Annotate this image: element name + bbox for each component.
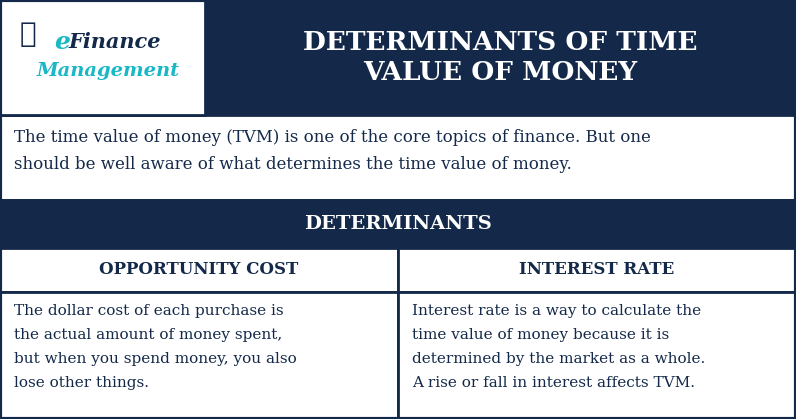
- Bar: [0, 0, 796, 115]
- Text: DETERMINANTS: DETERMINANTS: [304, 215, 492, 233]
- Text: OPPORTUNITY COST: OPPORTUNITY COST: [100, 261, 298, 279]
- Bar: [398, 248, 796, 292]
- Text: 🎓: 🎓: [20, 20, 37, 48]
- Text: DETERMINANTS OF TIME
VALUE OF MONEY: DETERMINANTS OF TIME VALUE OF MONEY: [303, 31, 698, 85]
- Text: e: e: [54, 30, 70, 54]
- Bar: [0, 248, 398, 292]
- Text: Management: Management: [37, 62, 180, 80]
- Bar: [398, 292, 796, 419]
- Text: Finance: Finance: [68, 32, 162, 52]
- Text: The time value of money (TVM) is one of the core topics of finance. But one
shou: The time value of money (TVM) is one of …: [14, 129, 651, 173]
- Bar: [0, 292, 398, 419]
- Bar: [0, 115, 796, 200]
- Text: Interest rate is a way to calculate the
time value of money because it is
determ: Interest rate is a way to calculate the …: [412, 304, 705, 390]
- Text: INTEREST RATE: INTEREST RATE: [519, 261, 675, 279]
- Bar: [0, 0, 205, 115]
- Bar: [0, 200, 796, 248]
- Text: The dollar cost of each purchase is
the actual amount of money spent,
but when y: The dollar cost of each purchase is the …: [14, 304, 297, 390]
